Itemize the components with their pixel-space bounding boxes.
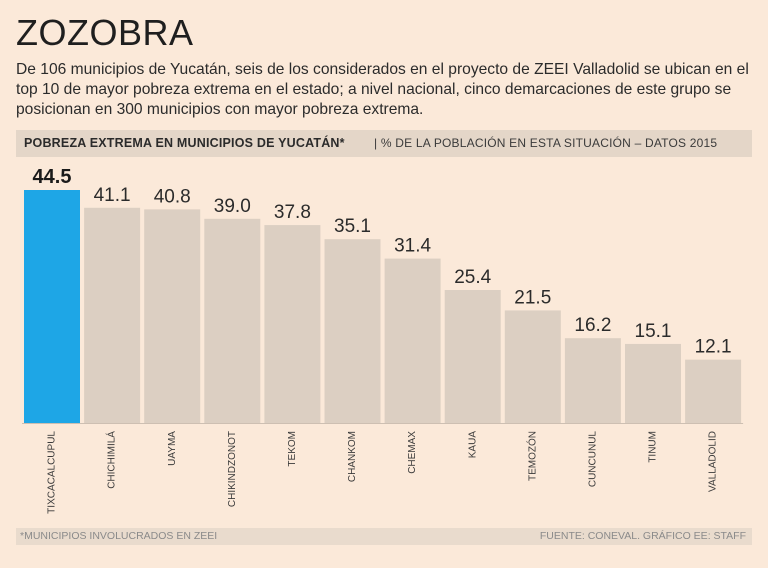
value-label: 16.2: [574, 315, 611, 336]
chart-subtitle: | % DE LA POBLACIÓN EN ESTA SITUACIÓN – …: [374, 136, 718, 150]
value-label: 40.8: [154, 186, 191, 207]
value-label: 37.8: [274, 202, 311, 223]
value-label: 12.1: [695, 337, 732, 358]
bar-tinum: [625, 343, 681, 423]
category-label: CHICHIMILÁ: [105, 431, 118, 489]
category-label: TEMOZÓN: [525, 431, 538, 481]
bar-tekom: [264, 225, 321, 423]
category-label: CHIKINDZONOT: [227, 431, 238, 507]
bar-valladolid: [685, 359, 742, 423]
value-label: 25.4: [454, 267, 491, 288]
category-label: CHEMAX: [407, 431, 418, 474]
value-label: 35.1: [334, 216, 371, 237]
category-label: TEKOM: [287, 431, 298, 467]
footnote: *MUNICIPIOS INVOLUCRADOS EN ZEEI: [20, 530, 218, 542]
category-label: TIXCACALCUPUL: [47, 431, 58, 514]
value-label: 21.5: [514, 287, 551, 308]
category-label: VALLADOLID: [708, 431, 719, 492]
bar-tixcacalcupul: [24, 190, 80, 423]
category-label: CUNCUNUL: [588, 431, 599, 488]
category-label: UAYMA: [167, 431, 178, 466]
source-credit: FUENTE: CONEVAL. GRÁFICO EE: STAFF: [539, 530, 746, 542]
bar-uayma: [144, 209, 201, 423]
bar-chichimilá: [84, 207, 141, 423]
bar-chankom: [324, 239, 381, 423]
category-label: KAUA: [467, 431, 478, 459]
page-title: ZOZOBRA: [16, 12, 194, 53]
value-label: 39.0: [214, 196, 251, 217]
bar-cuncunul: [564, 338, 621, 423]
value-label: 15.1: [635, 321, 672, 342]
chart-title: POBREZA EXTREMA EN MUNICIPIOS DE YUCATÁN…: [24, 136, 345, 150]
value-label: 44.5: [33, 166, 72, 188]
chart-subtitle-text: % DE LA POBLACIÓN EN ESTA SITUACIÓN – DA…: [380, 136, 718, 150]
chart-banner: POBREZA EXTREMA EN MUNICIPIOS DE YUCATÁN…: [16, 130, 752, 157]
bar-temozón: [504, 310, 561, 423]
footer-bar: *MUNICIPIOS INVOLUCRADOS EN ZEEI FUENTE:…: [16, 528, 752, 545]
bar-kaua: [444, 290, 501, 423]
lede-text: De 106 municipios de Yucatán, seis de lo…: [16, 61, 749, 118]
value-label: 41.1: [94, 185, 131, 206]
category-label: CHANKOM: [347, 431, 358, 482]
category-label: TINUM: [648, 431, 659, 463]
bar-chikindzonot: [204, 218, 261, 423]
bar-chemax: [384, 258, 441, 423]
value-label: 31.4: [394, 236, 431, 257]
